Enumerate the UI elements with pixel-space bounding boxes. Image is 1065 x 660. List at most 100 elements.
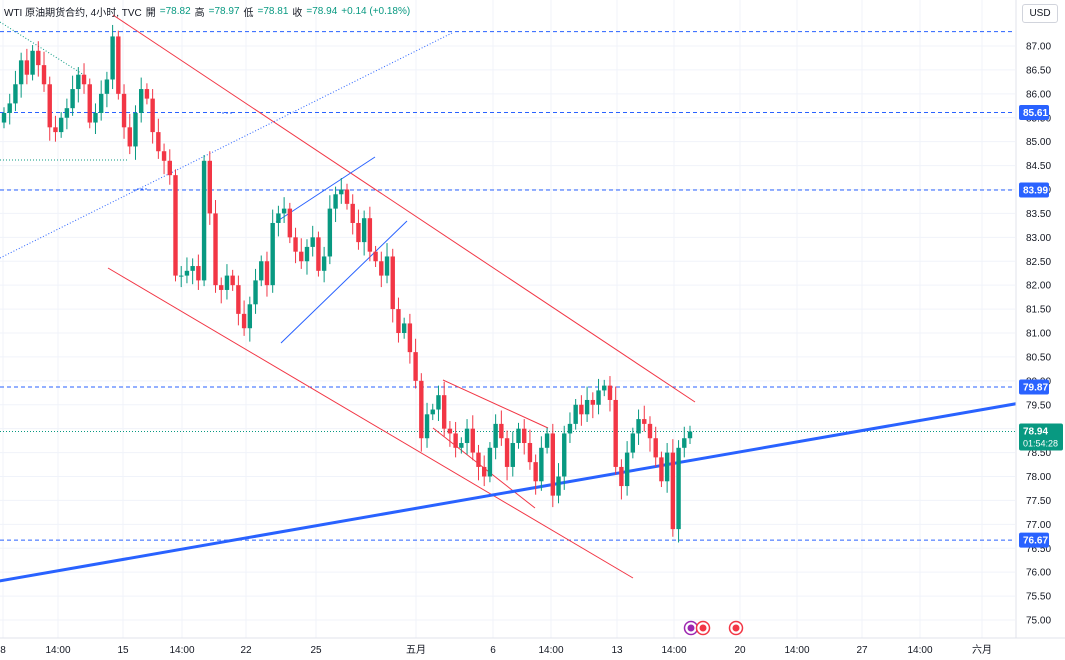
price-tick-label: 83.00 <box>1026 233 1051 244</box>
candle-body <box>482 466 487 477</box>
event-icon-dot <box>732 624 740 632</box>
time-tick-label: 14:00 <box>169 645 194 656</box>
candle-body <box>270 222 275 286</box>
candle-body <box>584 399 590 415</box>
candle-body <box>36 50 41 66</box>
symbol-name[interactable]: WTI 原油期货合约, 4小时, TVC <box>4 8 142 19</box>
price-tick-label: 86.50 <box>1026 65 1051 76</box>
time-tick-label: 20 <box>734 645 746 656</box>
time-tick-label: 13 <box>611 645 623 656</box>
channel-line-blue <box>275 156 376 223</box>
candle-body <box>619 466 624 487</box>
candle-body <box>144 89 150 99</box>
time-tick-label: 25 <box>310 645 322 656</box>
current-price-label: 78.94 <box>1023 427 1048 438</box>
channel-line-blue <box>280 220 408 344</box>
time-tick-label: 6 <box>490 645 496 656</box>
candle-body <box>396 309 401 333</box>
candle-body <box>41 65 47 85</box>
low-label: 低 <box>243 8 254 19</box>
candle-body <box>87 84 92 123</box>
level-label-bg <box>1019 532 1049 548</box>
change-value: +0.14 (+0.18%) <box>341 6 411 17</box>
candle-body <box>30 50 35 75</box>
candle-body <box>127 127 132 147</box>
candle-body <box>527 443 533 463</box>
candle-body <box>287 208 293 238</box>
level-label: 83.99 <box>1023 185 1048 196</box>
candle-body <box>590 399 596 405</box>
candle-body <box>81 74 87 85</box>
candle-body <box>321 256 327 271</box>
candle-body <box>556 476 561 496</box>
price-tick-label: 82.00 <box>1026 281 1051 292</box>
time-tick-label: 六月 <box>972 644 992 656</box>
candle-body <box>339 189 344 195</box>
candle-body <box>624 452 630 487</box>
candle-body <box>253 280 258 305</box>
candle-body <box>139 89 144 113</box>
candle-body <box>259 261 264 281</box>
candle-body <box>596 390 601 405</box>
candle-body <box>602 385 607 391</box>
candle-body <box>670 452 676 530</box>
price-tick-label: 76.00 <box>1026 568 1051 579</box>
candle-body <box>522 428 527 444</box>
candle-body <box>419 380 424 439</box>
candle-body <box>550 433 555 496</box>
price-tick-label: 87.00 <box>1026 42 1051 53</box>
candle-body <box>401 323 407 333</box>
candle-body <box>161 151 167 161</box>
candle-body <box>384 256 390 276</box>
candle-body <box>213 213 218 286</box>
channel-line-red <box>442 379 549 429</box>
candle-body <box>647 423 653 439</box>
close-label: 收 <box>292 8 303 19</box>
currency-button[interactable]: USD <box>1022 4 1058 23</box>
candle-body <box>682 438 687 448</box>
candle-body <box>356 222 361 243</box>
candle-body <box>110 36 115 80</box>
candle-body <box>1 112 7 123</box>
candle-body <box>241 313 247 329</box>
candle-body <box>116 36 121 94</box>
main-trend-line <box>0 393 1065 583</box>
candle-body <box>344 189 350 204</box>
candle-body <box>93 112 98 123</box>
level-label: 76.67 <box>1023 536 1048 547</box>
time-tick-label: 15 <box>117 645 129 656</box>
open-value: =78.82 <box>159 6 191 17</box>
candle-body <box>579 404 584 415</box>
candle-body <box>304 246 310 262</box>
candle-body <box>413 352 418 381</box>
price-tick-label: 78.50 <box>1026 448 1051 459</box>
candle-body <box>499 423 504 439</box>
candle-body <box>516 428 521 444</box>
candle-body <box>533 462 538 482</box>
candle-body <box>687 431 693 439</box>
time-tick-label: 五月 <box>406 644 426 656</box>
price-tick-label: 80.50 <box>1026 352 1051 363</box>
price-tick-label: 81.00 <box>1026 329 1051 340</box>
candle-body <box>470 428 475 453</box>
candle-body <box>327 208 333 257</box>
time-axis: 8 14:00 15 14:00 22 25 五月 6 14:00 13 14:00 20 14:00 2… <box>0 637 1065 660</box>
candle-body <box>236 285 241 314</box>
candle-body <box>18 60 24 85</box>
candle-body <box>196 266 201 281</box>
price-tick-label: 84.50 <box>1026 161 1051 172</box>
candle-body <box>150 98 155 133</box>
candle-body <box>13 84 18 104</box>
candle-body <box>247 304 253 329</box>
candle-body <box>453 433 458 448</box>
candle-body <box>504 438 510 467</box>
candle-body <box>636 419 641 434</box>
candle-body <box>544 433 550 448</box>
candle-body <box>121 93 127 128</box>
candle-body <box>464 428 470 444</box>
candle-body <box>98 93 104 113</box>
channel-line-red <box>112 14 696 403</box>
candles <box>1 24 693 543</box>
